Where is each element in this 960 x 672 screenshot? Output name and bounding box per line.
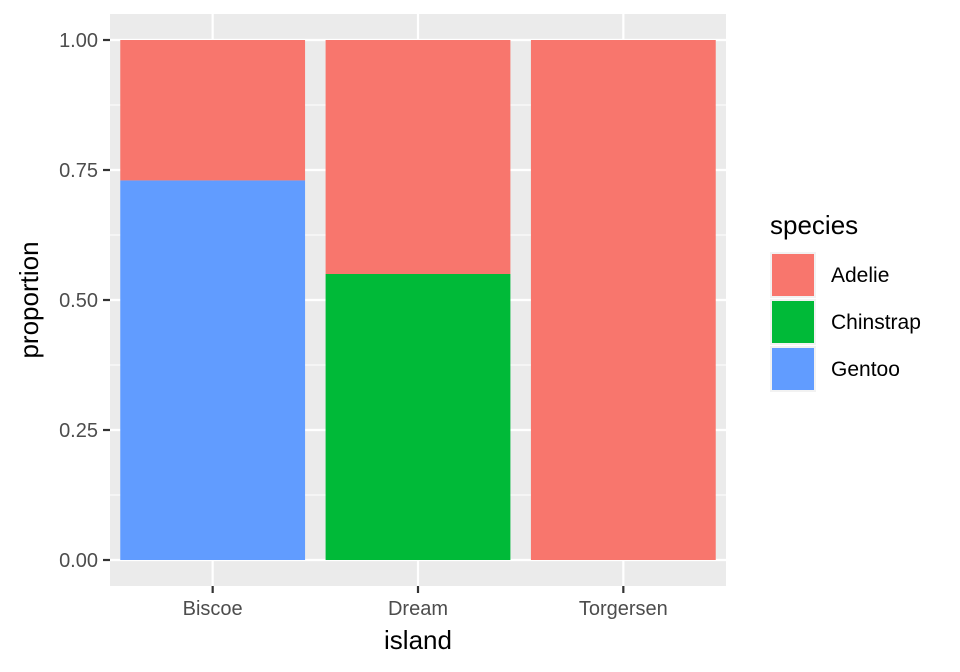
- bar-gentoo-biscoe: [120, 180, 306, 560]
- bar-adelie-biscoe: [120, 40, 306, 181]
- bars: [120, 40, 716, 560]
- y-axis-title: proportion: [14, 241, 44, 358]
- legend-label-chinstrap: Chinstrap: [831, 311, 921, 334]
- y-tick-label: 0.00: [59, 550, 98, 572]
- x-axis-title: island: [384, 625, 452, 655]
- x-tick-label: Dream: [388, 598, 448, 620]
- x-axis: Biscoe Dream Torgersen: [183, 586, 668, 620]
- bar-adelie-torgersen: [530, 40, 716, 560]
- legend-swatch-gentoo: [772, 348, 814, 390]
- legend-label-gentoo: Gentoo: [831, 358, 900, 381]
- legend-swatch-adelie: [772, 254, 814, 296]
- y-tick-label: 0.75: [59, 160, 98, 182]
- legend-title: species: [770, 210, 858, 240]
- y-tick-label: 1.00: [59, 30, 98, 52]
- y-tick-label: 0.50: [59, 290, 98, 312]
- legend-label-adelie: Adelie: [831, 264, 889, 287]
- y-axis: 0.00 0.25 0.50 0.75 1.00: [59, 30, 110, 572]
- legend-swatch-chinstrap: [772, 301, 814, 343]
- bar-adelie-dream: [325, 40, 511, 274]
- x-tick-label: Torgersen: [579, 598, 668, 620]
- legend: species Adelie Chinstrap Gentoo: [770, 210, 921, 392]
- x-tick-label: Biscoe: [183, 598, 243, 620]
- bar-chinstrap-dream: [325, 274, 511, 560]
- y-tick-label: 0.25: [59, 420, 98, 442]
